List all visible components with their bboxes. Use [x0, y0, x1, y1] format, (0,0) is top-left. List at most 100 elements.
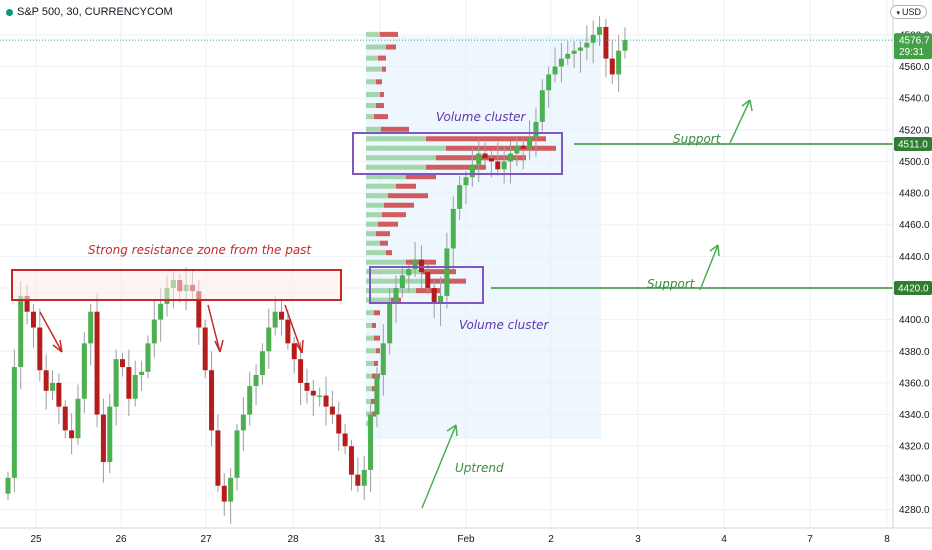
- y-tick-label: 4560.0: [899, 62, 930, 73]
- y-tick-label: 4380.0: [899, 347, 930, 358]
- candle-body: [279, 311, 285, 320]
- candle-body: [450, 208, 456, 249]
- candle-body: [5, 477, 11, 494]
- volume-bar-sell: [396, 183, 416, 189]
- candle-body: [196, 291, 202, 328]
- candle-body: [514, 145, 520, 154]
- volume-bar-buy: [366, 212, 382, 218]
- x-tick-label: 8: [884, 534, 890, 545]
- volume-bar-sell: [381, 126, 409, 132]
- volume-bar-buy: [366, 66, 382, 72]
- volume-bar-sell: [374, 360, 378, 366]
- volume-bar-sell: [378, 55, 386, 61]
- volume-bar-buy: [366, 202, 384, 208]
- volume-bar-sell: [426, 164, 486, 170]
- volume-bar-buy: [366, 386, 372, 392]
- candle-body: [221, 485, 227, 502]
- y-tick-label: 4440.0: [899, 252, 930, 263]
- candle-body: [259, 351, 265, 375]
- candle-body: [616, 50, 622, 75]
- candle-body: [374, 374, 380, 415]
- y-tick-label: 4280.0: [899, 505, 930, 516]
- candle-body: [558, 58, 564, 67]
- uptrend-label: Uptrend: [455, 461, 504, 475]
- candle-body: [597, 26, 603, 35]
- support-price-tag: [894, 280, 932, 295]
- volume-bar-sell: [374, 310, 380, 316]
- candle-body: [11, 367, 17, 478]
- candle-body: [342, 433, 348, 447]
- chevron-down-icon: ▾: [896, 10, 900, 17]
- candle-body: [317, 395, 323, 398]
- candle-body: [62, 406, 68, 431]
- volume-bar-buy: [366, 398, 371, 404]
- volume-bar-sell: [382, 212, 406, 218]
- volume-bar-buy: [366, 55, 378, 61]
- candle-body: [533, 121, 539, 138]
- candle-body: [209, 370, 215, 431]
- volume-bar-sell: [374, 114, 388, 120]
- candle-body: [81, 343, 87, 399]
- candle-body: [469, 164, 475, 178]
- volume-bar-buy: [366, 310, 374, 316]
- candle-body: [501, 161, 507, 170]
- volume-bar-buy: [366, 91, 380, 97]
- volume-bar-sell: [388, 193, 428, 199]
- candle-body: [75, 398, 81, 439]
- candle-body: [412, 259, 418, 269]
- candle-body: [457, 185, 463, 209]
- candle-body: [253, 374, 259, 387]
- x-tick-label: 4: [721, 534, 727, 545]
- candle-body: [158, 303, 164, 320]
- volume-bar-buy: [366, 231, 376, 237]
- y-tick-label: 4460.0: [899, 220, 930, 231]
- candle-body: [603, 26, 609, 59]
- volume-bar-sell: [374, 335, 380, 341]
- candle-body: [368, 414, 374, 470]
- support-price-tag: [894, 137, 932, 152]
- candle-body: [234, 430, 240, 478]
- volume-bar-sell: [386, 44, 396, 50]
- candle-body: [151, 319, 157, 344]
- volume-bar-sell: [371, 398, 375, 404]
- candle-body: [18, 295, 24, 368]
- candle-body: [30, 311, 36, 328]
- candle-body: [393, 287, 399, 304]
- candle-body: [622, 40, 628, 51]
- candle-body: [406, 268, 412, 276]
- price-axis[interactable]: 4280.0 4300.0 4320.0 4340.0 4360.0 4380.0 4400…: [892, 0, 932, 528]
- last-price-label: 4576.7: [899, 36, 930, 47]
- time-axis[interactable]: 25 26 27 28 31 Feb 2 3 4 7 8: [0, 527, 932, 545]
- candle-body: [399, 275, 405, 288]
- volume-bar-sell: [376, 231, 390, 237]
- candle-body: [577, 47, 583, 51]
- volume-bar-sell: [380, 31, 398, 37]
- candle-body: [139, 371, 145, 375]
- volume-bar-buy: [366, 288, 416, 294]
- candle-body: [132, 374, 138, 399]
- volume-bar-buy: [366, 322, 372, 328]
- volume-bar-buy: [366, 136, 426, 142]
- last-price-tag: [894, 33, 932, 60]
- candle-body: [476, 153, 482, 165]
- candle-body: [69, 430, 75, 439]
- countdown-label: 29:31: [899, 47, 924, 58]
- candle-body: [94, 311, 100, 415]
- candle-body: [100, 414, 106, 462]
- volume-bar-buy: [366, 373, 372, 379]
- x-tick-label: 7: [807, 534, 813, 545]
- volume-cluster-lower-box: [369, 266, 484, 304]
- candle-body: [348, 446, 354, 475]
- candle-body: [247, 386, 253, 415]
- candle-body: [609, 58, 615, 75]
- volume-cluster-upper-box: [352, 132, 563, 175]
- volume-bar-sell: [446, 145, 556, 151]
- volume-bar-sell: [406, 174, 436, 180]
- volume-bar-sell: [376, 79, 382, 85]
- candle-body: [88, 311, 94, 344]
- currency-button[interactable]: ▾ USD: [890, 5, 927, 19]
- symbol-header[interactable]: S&P 500, 30, CURRENCYCOM: [6, 6, 173, 18]
- candle-body: [418, 259, 424, 273]
- volume-bar-buy: [366, 193, 388, 199]
